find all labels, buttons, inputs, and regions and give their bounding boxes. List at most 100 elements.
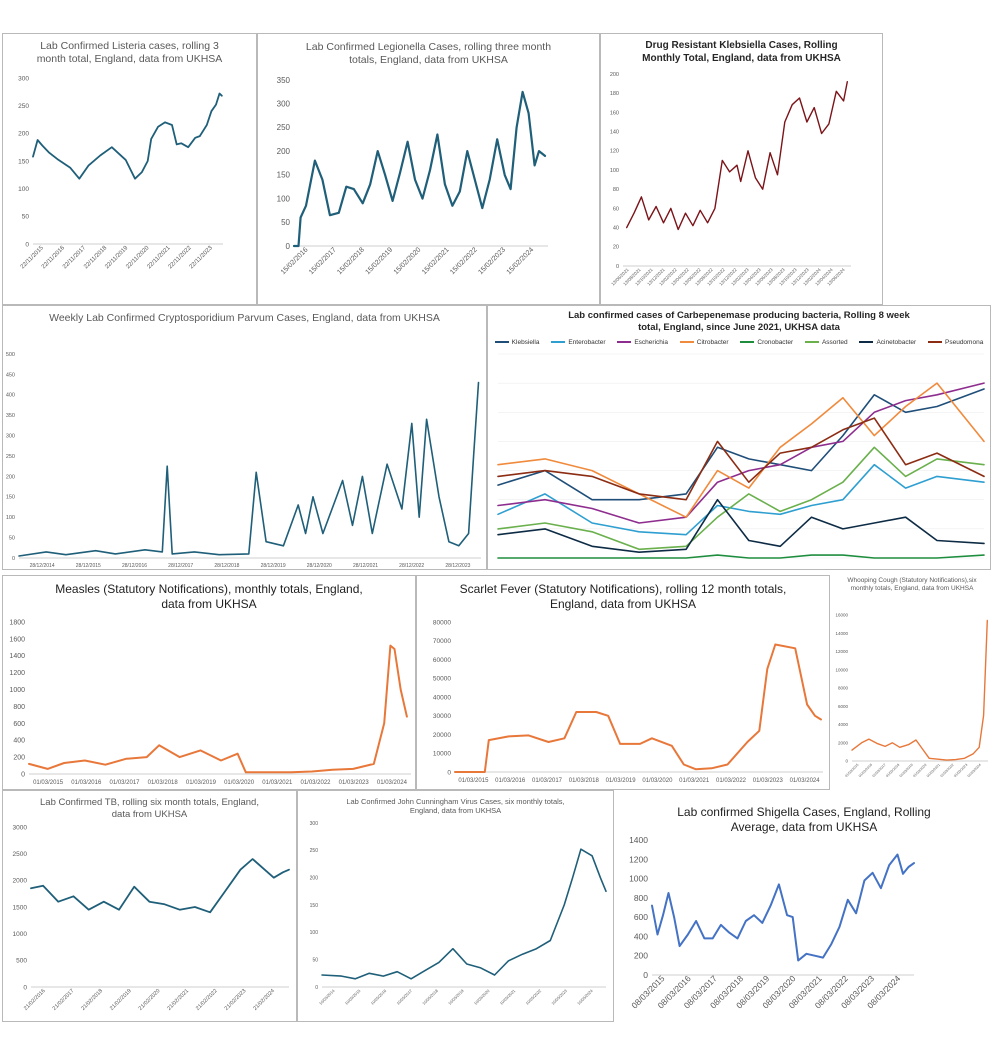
y-tick-label: 800 bbox=[634, 893, 648, 903]
y-tick-label: 350 bbox=[6, 413, 15, 419]
y-tick-label: 0 bbox=[25, 241, 29, 248]
y-tick-label: 400 bbox=[13, 738, 25, 745]
x-tick-label: 15/02/2017 bbox=[308, 246, 338, 276]
y-tick-label: 20000 bbox=[433, 732, 451, 739]
legend-assorted: Assorted bbox=[804, 339, 848, 346]
crypto-plot: 0 50 100 150 200 250 300 350 400 450 500 28/12/2014… bbox=[6, 352, 481, 569]
x-tick-label: 01/03/2017 bbox=[532, 778, 563, 784]
x-tick-label: 15/02/2021 bbox=[421, 246, 451, 276]
y-tick-label: 30000 bbox=[433, 713, 451, 720]
y-tick-label: 100 bbox=[277, 194, 291, 203]
x-tick-label: 01/03/2016 bbox=[71, 780, 102, 786]
y-tick-label: 350 bbox=[277, 76, 291, 85]
tb-chart: Lab Confirmed TB, rolling six month tota… bbox=[2, 790, 297, 1022]
carbapenemase-title: Lab confirmed cases of Carbepenemase pro… bbox=[568, 310, 910, 333]
y-tick-label: 50 bbox=[22, 214, 30, 221]
whooping-title: Whooping Cough (Statutory Notifications)… bbox=[847, 577, 977, 593]
tb-title: Lab Confirmed TB, rolling six month tota… bbox=[40, 797, 259, 820]
carbapenemase-legend: Klebsiella Enterobacter Escherichia Citr… bbox=[488, 339, 990, 346]
series-line-acinetobacter bbox=[497, 498, 985, 553]
y-tick-label: 150 bbox=[18, 158, 29, 165]
x-tick-label: 01/03/2024 bbox=[967, 763, 982, 778]
y-tick-label: 1000 bbox=[629, 874, 648, 884]
x-tick-label: 01/03/2017 bbox=[109, 780, 140, 786]
series-line-whooping bbox=[851, 619, 988, 761]
series-line-scarlet bbox=[454, 643, 822, 773]
y-tick-label: 10000 bbox=[835, 667, 848, 672]
y-tick-label: 40000 bbox=[433, 694, 451, 701]
y-tick-label: 180 bbox=[610, 91, 619, 97]
x-tick-label: 01/03/2024 bbox=[790, 778, 821, 784]
y-tick-label: 0 bbox=[315, 985, 318, 991]
y-tick-label: 1400 bbox=[9, 653, 25, 660]
x-tick-label: 15/02/2019 bbox=[364, 246, 394, 276]
x-tick-label: 28/12/2019 bbox=[261, 563, 286, 569]
listeria-chart: Lab Confirmed Listeria cases, rolling 3 … bbox=[2, 33, 257, 305]
x-tick-label: 21/02/2021 bbox=[166, 988, 190, 1012]
series-line-cronobacter bbox=[497, 554, 985, 559]
y-tick-label: 300 bbox=[6, 434, 15, 440]
y-tick-label: 500 bbox=[16, 958, 27, 965]
crypto-title: Weekly Lab Confirmed Cryptosporidium Par… bbox=[49, 312, 440, 324]
series-line-jcv bbox=[321, 848, 607, 980]
y-tick-label: 250 bbox=[18, 103, 29, 110]
x-tick-label: 10/05/2015 bbox=[344, 988, 362, 1006]
x-tick-label: 28/12/2018 bbox=[214, 563, 239, 569]
y-tick-label: 250 bbox=[310, 848, 319, 854]
y-tick-label: 200 bbox=[6, 474, 15, 480]
x-tick-label: 28/12/2021 bbox=[353, 563, 378, 569]
y-tick-label: 200 bbox=[13, 755, 25, 762]
legend-acinetobacter: Acinetobacter bbox=[859, 339, 916, 346]
series-line-enterobacter bbox=[497, 463, 985, 536]
listeria-plot: 05010015020025030022/11/201522/11/201622… bbox=[18, 75, 223, 270]
x-tick-label: 10/05/2023 bbox=[550, 988, 568, 1006]
x-tick-label: 15/02/2018 bbox=[336, 246, 366, 276]
y-tick-label: 300 bbox=[18, 75, 29, 82]
y-tick-label: 20 bbox=[613, 245, 619, 251]
series-line-citrobacter bbox=[497, 382, 985, 518]
x-tick-label: 01/03/2015 bbox=[458, 778, 489, 784]
y-tick-label: 0 bbox=[616, 264, 619, 270]
measles-plot: 0 200 400 600 800 1000 1200 1400 1600 1800 01/03/2… bbox=[9, 619, 411, 786]
listeria-title: Lab Confirmed Listeria cases, rolling 3 … bbox=[36, 40, 223, 66]
shigella-plot: 020040060080010001200140008/03/201508/03… bbox=[629, 835, 915, 1010]
y-tick-label: 100 bbox=[310, 930, 319, 936]
y-tick-label: 150 bbox=[310, 903, 319, 909]
y-tick-label: 0 bbox=[643, 970, 648, 980]
x-tick-label: 01/03/2019 bbox=[186, 780, 217, 786]
y-tick-label: 2000 bbox=[13, 878, 28, 885]
x-tick-label: 15/02/2024 bbox=[506, 246, 536, 276]
y-tick-label: 50 bbox=[312, 957, 318, 963]
jcv-title: Lab Confirmed John Cunningham Virus Case… bbox=[346, 797, 565, 816]
y-tick-label: 60000 bbox=[433, 657, 451, 664]
klebsiella-chart: Drug Resistant Klebsiella Cases, Rolling… bbox=[600, 33, 883, 305]
series-line-pseudomona bbox=[497, 417, 985, 501]
whooping-chart: Whooping Cough (Statutory Notifications)… bbox=[830, 575, 994, 790]
series-line-shigella bbox=[651, 853, 915, 962]
x-tick-label: 01/03/2022 bbox=[300, 780, 331, 786]
y-tick-label: 200 bbox=[310, 875, 319, 881]
y-tick-label: 200 bbox=[610, 72, 619, 78]
y-tick-label: 50 bbox=[281, 218, 290, 227]
scarlet-chart: Scarlet Fever (Statutory Notifications),… bbox=[416, 575, 830, 790]
y-tick-label: 0 bbox=[23, 984, 27, 991]
series-line-measles bbox=[28, 644, 408, 774]
series-line-klebsiella bbox=[497, 388, 985, 501]
x-tick-label: 01/03/2021 bbox=[262, 780, 293, 786]
legionella-chart: Lab Confirmed Legionella Cases, rolling … bbox=[257, 33, 600, 305]
y-tick-label: 100 bbox=[6, 515, 15, 521]
y-tick-label: 50000 bbox=[433, 676, 451, 683]
y-tick-label: 140 bbox=[610, 130, 619, 136]
series-line-klebsiella bbox=[626, 81, 848, 231]
y-tick-label: 300 bbox=[277, 100, 291, 109]
x-tick-label: 28/12/2017 bbox=[168, 563, 193, 569]
y-tick-label: 0 bbox=[286, 242, 291, 251]
x-tick-label: 01/03/2019 bbox=[606, 778, 637, 784]
x-tick-label: 15/02/2020 bbox=[393, 246, 423, 276]
y-tick-label: 6000 bbox=[838, 704, 849, 709]
y-tick-label: 250 bbox=[6, 454, 15, 460]
y-tick-label: 1000 bbox=[13, 931, 28, 938]
x-tick-label: 01/03/2024 bbox=[377, 780, 408, 786]
y-tick-label: 400 bbox=[6, 393, 15, 399]
series-line-assorted bbox=[497, 446, 985, 551]
